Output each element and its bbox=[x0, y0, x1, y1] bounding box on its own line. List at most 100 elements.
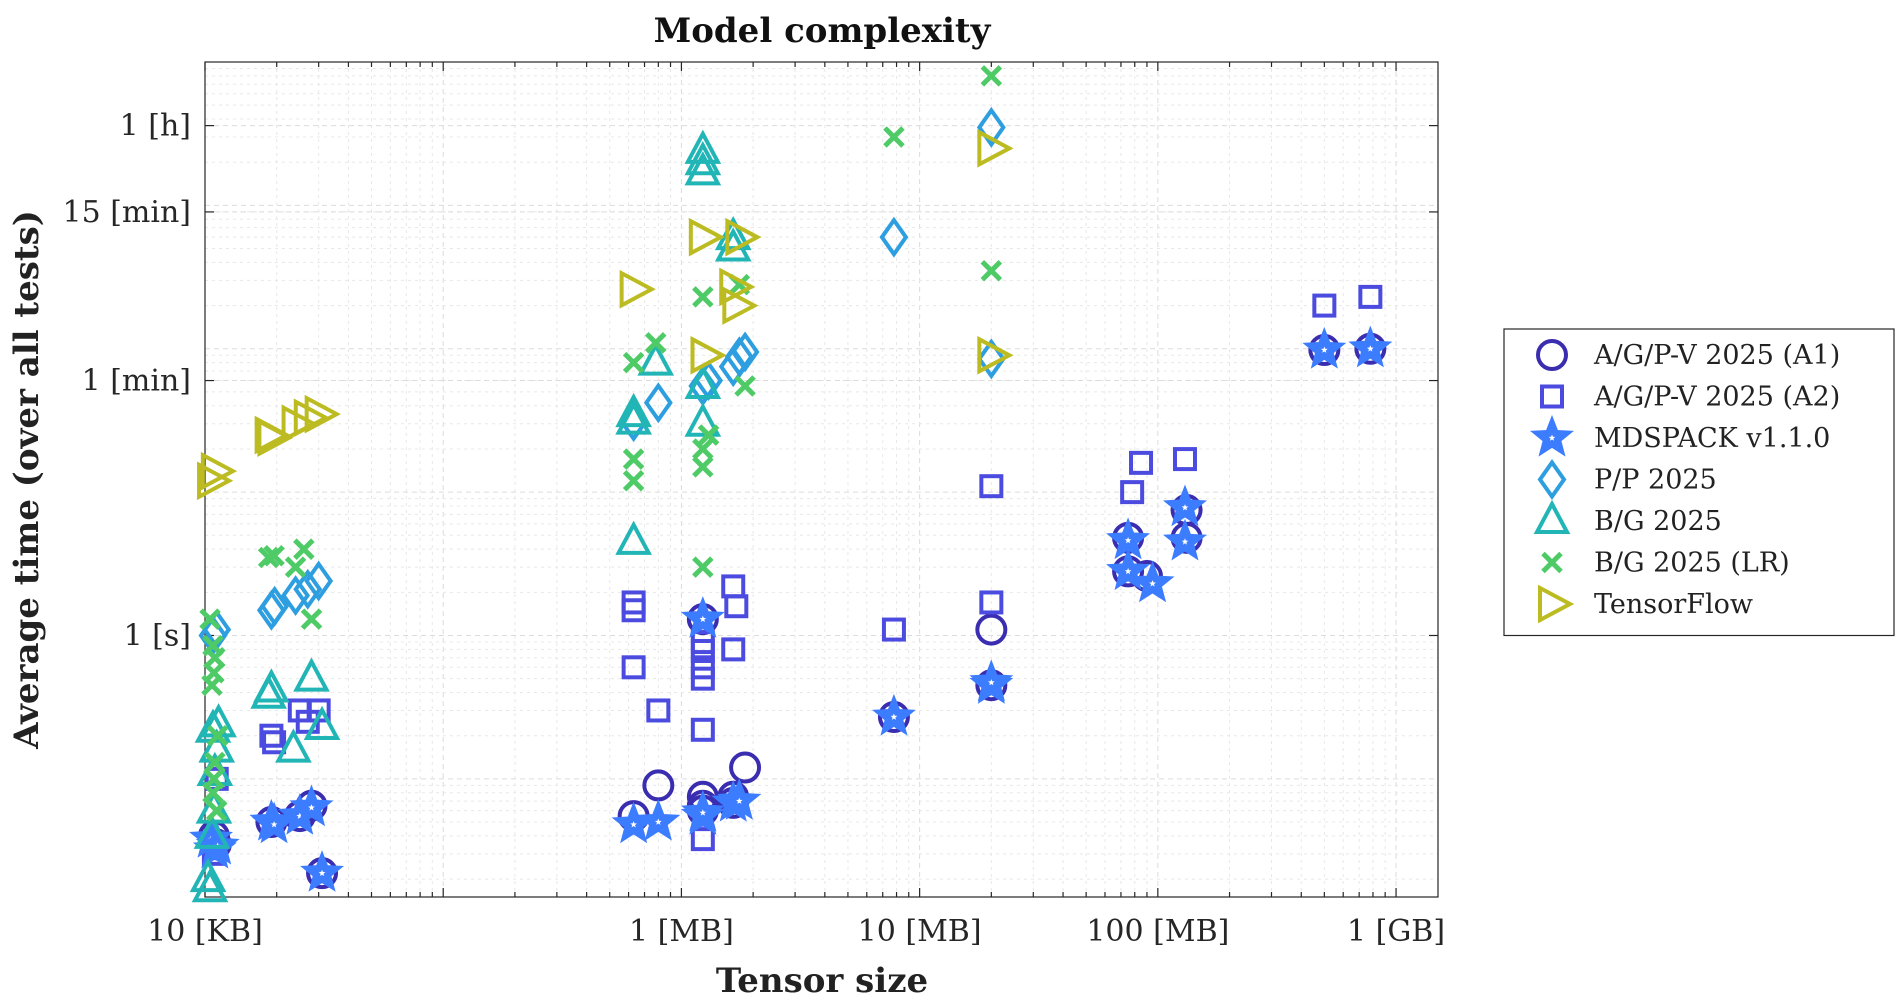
data-point bbox=[615, 520, 652, 555]
data-point bbox=[684, 151, 722, 186]
data-point bbox=[622, 448, 645, 470]
legend-item: MDSPACK v1.1.0 bbox=[1530, 414, 1830, 457]
data-point-stroke bbox=[697, 424, 720, 446]
data-point bbox=[199, 608, 221, 630]
legend-label: A/G/P-V 2025 (A2) bbox=[1593, 382, 1840, 413]
data-point-stroke bbox=[300, 608, 323, 630]
data-point bbox=[643, 382, 673, 424]
data-point-stroke bbox=[980, 259, 1003, 282]
legend-marker-center bbox=[1548, 434, 1556, 441]
data-point bbox=[275, 728, 312, 763]
legend-label: MDSPACK v1.1.0 bbox=[1594, 423, 1830, 454]
data-point-stroke bbox=[293, 538, 315, 560]
data-point-stroke bbox=[692, 456, 714, 478]
data-point bbox=[202, 634, 224, 657]
data-point bbox=[979, 474, 1004, 499]
data-point bbox=[257, 546, 280, 569]
data-point bbox=[646, 698, 671, 723]
data-point bbox=[284, 556, 307, 578]
data-point bbox=[1129, 450, 1154, 475]
data-point bbox=[303, 705, 341, 741]
data-point-stroke bbox=[980, 65, 1003, 87]
data-point bbox=[621, 598, 646, 623]
data-point bbox=[979, 590, 1004, 615]
data-point-center bbox=[296, 812, 304, 819]
data-point bbox=[1302, 326, 1347, 369]
data-point bbox=[263, 544, 285, 567]
data-point bbox=[680, 596, 725, 638]
data-point bbox=[300, 608, 323, 630]
grid-lines bbox=[204, 61, 1438, 897]
series-5 bbox=[199, 65, 1003, 822]
data-point-center bbox=[988, 679, 995, 686]
data-point-stroke bbox=[692, 438, 714, 460]
series-2 bbox=[189, 325, 1393, 892]
data-point-center bbox=[699, 615, 707, 622]
data-marks bbox=[189, 65, 1393, 903]
legend-label: P/P 2025 bbox=[1594, 465, 1717, 496]
data-point bbox=[690, 335, 727, 375]
data-point bbox=[622, 351, 645, 374]
x-tick-label: 1 [GB] bbox=[1347, 914, 1445, 949]
data-point bbox=[644, 332, 667, 354]
legend-item: B/G 2025 bbox=[1533, 499, 1722, 537]
data-point bbox=[293, 538, 315, 560]
legend-label: TensorFlow bbox=[1594, 589, 1753, 620]
data-point bbox=[721, 637, 746, 662]
data-point bbox=[281, 575, 311, 616]
data-point bbox=[1106, 548, 1151, 591]
data-point bbox=[724, 594, 749, 619]
legend-marker bbox=[1530, 414, 1574, 457]
legend-marker bbox=[1533, 499, 1571, 534]
legend: A/G/P-V 2025 (A1) A/G/P-V 2025 (A2) MDSPAC… bbox=[1503, 328, 1895, 637]
legend-marker bbox=[1537, 459, 1567, 500]
data-point bbox=[717, 778, 762, 820]
data-point bbox=[883, 126, 905, 148]
data-point-center bbox=[655, 818, 662, 825]
data-point bbox=[879, 216, 909, 258]
x-tick-label: 10 [MB] bbox=[858, 914, 982, 949]
data-point-stroke bbox=[284, 556, 307, 578]
data-point bbox=[690, 717, 715, 742]
x-tick-label: 10 [KB] bbox=[147, 914, 263, 949]
data-point-stroke bbox=[692, 556, 714, 578]
x-tick-label: 100 [MB] bbox=[1086, 914, 1229, 949]
data-point bbox=[1163, 518, 1208, 561]
y-axis-label: Average time (over all tests) bbox=[7, 210, 47, 750]
legend-marker bbox=[1538, 584, 1575, 624]
data-point bbox=[734, 375, 756, 397]
data-point bbox=[684, 364, 722, 399]
data-point bbox=[690, 827, 715, 852]
data-point-stroke bbox=[692, 286, 714, 308]
data-point bbox=[684, 402, 722, 437]
data-point-center bbox=[1124, 567, 1132, 575]
data-point bbox=[615, 400, 652, 435]
data-point bbox=[692, 456, 714, 478]
data-point-stroke bbox=[622, 351, 645, 374]
data-point bbox=[637, 341, 675, 376]
data-point bbox=[619, 269, 656, 309]
data-point-stroke bbox=[644, 332, 667, 354]
legend-marker bbox=[1536, 339, 1568, 371]
data-point-stroke bbox=[734, 375, 756, 397]
legend-box bbox=[1503, 328, 1895, 637]
data-point bbox=[621, 655, 646, 680]
data-point bbox=[1120, 480, 1145, 505]
data-point-center bbox=[736, 797, 743, 804]
x-axis-label: Tensor size bbox=[716, 961, 928, 1001]
data-point-center bbox=[1181, 538, 1189, 545]
data-point bbox=[980, 259, 1003, 282]
data-point bbox=[690, 666, 715, 691]
data-point bbox=[684, 140, 722, 176]
data-point bbox=[976, 338, 1006, 380]
data-point-center bbox=[890, 713, 898, 720]
data-point bbox=[206, 724, 229, 747]
data-point bbox=[684, 129, 722, 164]
data-point-center bbox=[699, 809, 707, 816]
data-point bbox=[259, 723, 284, 748]
data-point bbox=[293, 657, 330, 692]
data-point bbox=[622, 470, 645, 492]
data-point bbox=[975, 613, 1008, 646]
legend-item: P/P 2025 bbox=[1537, 459, 1717, 500]
data-point-stroke bbox=[203, 661, 225, 684]
